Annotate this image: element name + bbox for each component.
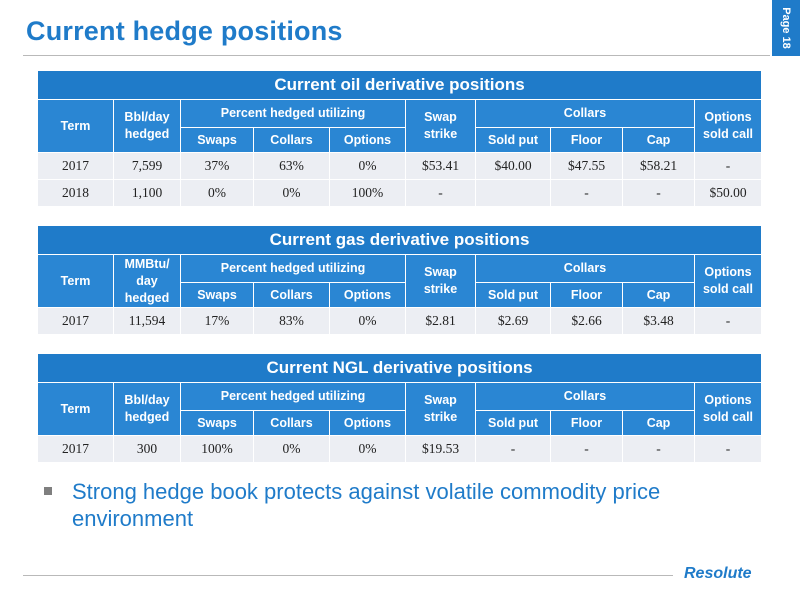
percent-hedged-header: Percent hedged utilizing [180, 382, 406, 411]
options-cell: 0% [329, 152, 406, 180]
volume-cell: 1,100 [113, 179, 181, 207]
collars-group-header: Collars [475, 254, 695, 283]
table-row: 2018 1,100 0% 0% 100% - - - $50.00 [37, 179, 763, 207]
swaps-cell: 100% [180, 435, 254, 463]
floor-header: Floor [550, 282, 623, 308]
percent-hedged-header: Percent hedged utilizing [180, 254, 406, 283]
term-cell: 2017 [37, 435, 114, 463]
square-bullet-icon [44, 487, 52, 495]
cap-cell: $58.21 [622, 152, 695, 180]
cap-header: Cap [622, 127, 695, 153]
swap-strike-header: Swap strike [405, 99, 476, 153]
swap-strike-cell: $19.53 [405, 435, 476, 463]
term-header: Term [37, 382, 114, 436]
term-header: Term [37, 254, 114, 308]
table-caption: Current gas derivative positions [36, 225, 763, 255]
swap-strike-cell: $2.81 [405, 307, 476, 335]
collars-pct-header: Collars [253, 282, 330, 308]
floor-cell: $2.66 [550, 307, 623, 335]
title-divider [23, 55, 770, 56]
collars-pct-header: Collars [253, 410, 330, 436]
oil-derivative-table: Current oil derivative positions Term Bb… [36, 70, 763, 207]
floor-cell: - [550, 179, 623, 207]
term-header: Term [37, 99, 114, 153]
gas-derivative-table: Current gas derivative positions Term MM… [36, 225, 763, 335]
swaps-cell: 17% [180, 307, 254, 335]
cap-cell: $3.48 [622, 307, 695, 335]
sold-put-cell: $40.00 [475, 152, 551, 180]
table-row: 2017 11,594 17% 83% 0% $2.81 $2.69 $2.66… [37, 307, 763, 335]
collars-group-header: Collars [475, 382, 695, 411]
options-cell: 0% [329, 307, 406, 335]
page-number-label: Page 18 [780, 7, 792, 49]
ngl-derivative-table: Current NGL derivative positions Term Bb… [36, 353, 763, 463]
swap-strike-cell: - [405, 179, 476, 207]
sold-put-header: Sold put [475, 127, 551, 153]
collars-group-header: Collars [475, 99, 695, 128]
sold-put-cell: - [475, 435, 551, 463]
collars-pct-cell: 63% [253, 152, 330, 180]
collars-pct-cell: 0% [253, 435, 330, 463]
footer-divider [23, 575, 673, 576]
percent-hedged-header: Percent hedged utilizing [180, 99, 406, 128]
term-cell: 2017 [37, 152, 114, 180]
sold-put-cell [475, 179, 551, 207]
volume-cell: 11,594 [113, 307, 181, 335]
page-title: Current hedge positions [26, 16, 343, 46]
key-takeaway-bullet: Strong hedge book protects against volat… [44, 478, 744, 532]
collars-pct-cell: 0% [253, 179, 330, 207]
volume-header: Bbl/day hedged [113, 382, 181, 436]
bullet-text: Strong hedge book protects against volat… [72, 479, 661, 531]
options-sold-call-cell: $50.00 [693, 179, 763, 207]
swaps-header: Swaps [180, 282, 254, 308]
swaps-cell: 37% [180, 152, 254, 180]
options-sold-call-cell: - [693, 435, 763, 463]
cap-cell: - [622, 179, 695, 207]
options-header: Options [329, 127, 406, 153]
swaps-header: Swaps [180, 127, 254, 153]
options-header: Options [329, 282, 406, 308]
floor-cell: - [550, 435, 623, 463]
swaps-header: Swaps [180, 410, 254, 436]
sold-put-cell: $2.69 [475, 307, 551, 335]
options-sold-call-cell: - [693, 307, 763, 335]
cap-cell: - [622, 435, 695, 463]
cap-header: Cap [622, 282, 695, 308]
term-cell: 2017 [37, 307, 114, 335]
options-cell: 100% [329, 179, 406, 207]
sold-put-header: Sold put [475, 282, 551, 308]
floor-header: Floor [550, 410, 623, 436]
swaps-cell: 0% [180, 179, 254, 207]
table-row: 2017 300 100% 0% 0% $19.53 - - - - [37, 435, 763, 463]
table-row: 2017 7,599 37% 63% 0% $53.41 $40.00 $47.… [37, 152, 763, 180]
options-header: Options [329, 410, 406, 436]
collars-pct-cell: 83% [253, 307, 330, 335]
swap-strike-cell: $53.41 [405, 152, 476, 180]
resolute-logo: Resolute [684, 565, 752, 582]
options-sold-call-header: Options sold call [693, 254, 763, 308]
volume-cell: 300 [113, 435, 181, 463]
swap-strike-header: Swap strike [405, 382, 476, 436]
options-sold-call-header: Options sold call [693, 382, 763, 436]
options-sold-call-cell: - [693, 152, 763, 180]
options-cell: 0% [329, 435, 406, 463]
collars-pct-header: Collars [253, 127, 330, 153]
table-caption: Current NGL derivative positions [36, 353, 763, 383]
sold-put-header: Sold put [475, 410, 551, 436]
floor-header: Floor [550, 127, 623, 153]
volume-cell: 7,599 [113, 152, 181, 180]
term-cell: 2018 [37, 179, 114, 207]
volume-header: MMBtu/ day hedged [113, 254, 181, 308]
table-caption: Current oil derivative positions [36, 70, 763, 100]
floor-cell: $47.55 [550, 152, 623, 180]
volume-header: Bbl/day hedged [113, 99, 181, 153]
options-sold-call-header: Options sold call [693, 99, 763, 153]
swap-strike-header: Swap strike [405, 254, 476, 308]
page-number-tab: Page 18 [772, 0, 800, 56]
cap-header: Cap [622, 410, 695, 436]
